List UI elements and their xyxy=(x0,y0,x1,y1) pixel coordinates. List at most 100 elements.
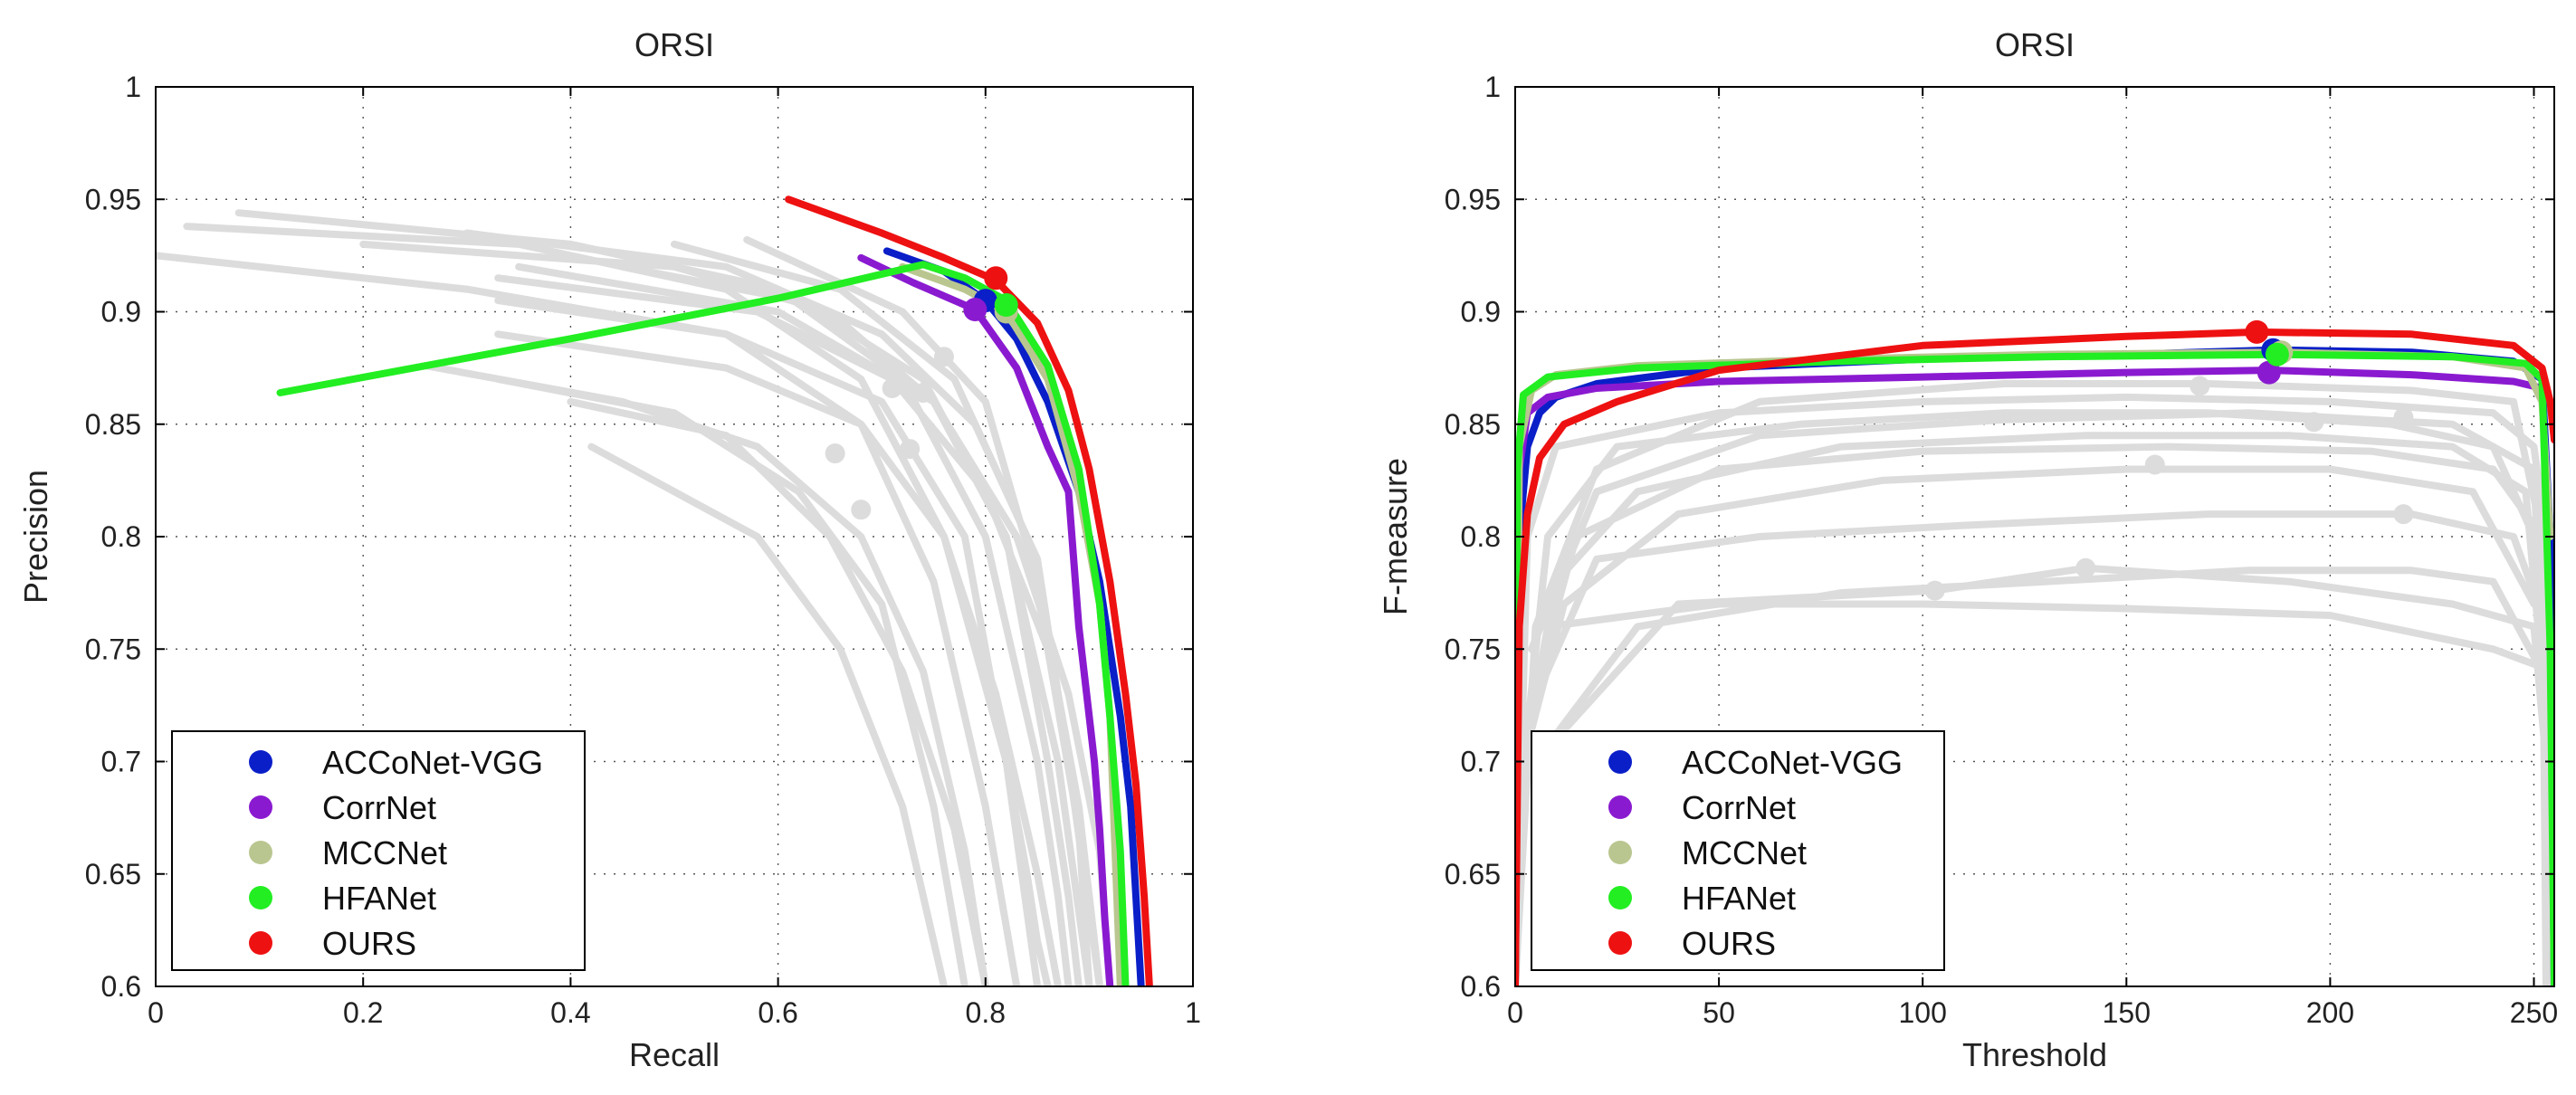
legend: ACCoNet-VGG CorrNet MCCNet HFANet OURS xyxy=(171,730,586,971)
legend-box xyxy=(171,730,586,971)
legend-swatch xyxy=(249,795,272,819)
y-tick-label: 1 xyxy=(125,71,141,103)
x-tick-label: 1 xyxy=(1185,996,1201,1029)
y-tick-label: 0.75 xyxy=(85,633,141,665)
background-marker xyxy=(882,377,902,398)
background-curve xyxy=(1531,567,2546,766)
background-curve xyxy=(1515,409,2538,811)
legend-label: MCCNet xyxy=(322,834,447,871)
background-marker xyxy=(851,500,872,520)
background-marker xyxy=(900,439,921,460)
legend-swatch xyxy=(1608,886,1632,909)
legend-swatch xyxy=(1608,795,1632,819)
background-curve xyxy=(1528,409,2550,766)
y-tick-label: 0.9 xyxy=(1461,296,1501,328)
y-tick-label: 0.8 xyxy=(101,520,141,553)
background-marker xyxy=(2393,407,2414,428)
x-tick-label: 250 xyxy=(2510,996,2558,1029)
legend-swatch xyxy=(1608,931,1632,955)
x-tick-label: 50 xyxy=(1703,996,1735,1029)
x-axis-label: Recall xyxy=(629,1036,720,1073)
background-marker xyxy=(2075,557,2096,578)
legend-label: OURS xyxy=(1682,925,1776,962)
legend-label: ACCoNet-VGG xyxy=(1682,744,1903,781)
background-curve xyxy=(671,240,1103,986)
legend-label: CorrNet xyxy=(322,789,436,826)
series-line-hfanet xyxy=(276,261,1130,986)
series-marker-hfanet xyxy=(994,293,1018,318)
y-tick-label: 0.85 xyxy=(85,408,141,441)
legend-label: MCCNet xyxy=(1682,834,1807,871)
y-tick-label: 0.6 xyxy=(1461,970,1501,1003)
legend-label: HFANet xyxy=(1682,880,1796,917)
chart-panel-1: 0 0.2 0.4 0.6 0.8 1 0.6 0.65 0.7 0.75 0.8 0.85 0.9 0.… xyxy=(17,26,1201,1073)
x-tick-label: 0.6 xyxy=(758,996,797,1029)
background-curve xyxy=(743,236,1103,986)
legend: ACCoNet-VGG CorrNet MCCNet HFANet OURS xyxy=(1531,730,1945,971)
background-marker xyxy=(2190,376,2210,396)
y-tick-label: 1 xyxy=(1484,71,1501,103)
background-marker xyxy=(825,443,845,464)
x-axis-label: Threshold xyxy=(1962,1036,2107,1073)
series-marker-corrnet xyxy=(2256,360,2281,385)
legend-swatch xyxy=(249,750,272,774)
y-tick-label: 0.95 xyxy=(1445,183,1501,215)
series-line-ours xyxy=(785,195,1153,986)
y-tick-label: 0.7 xyxy=(101,746,141,778)
y-tick-label: 0.7 xyxy=(1461,746,1501,778)
series-line-ours xyxy=(1515,328,2554,986)
legend-label: CorrNet xyxy=(1682,789,1796,826)
background-curve xyxy=(494,297,1042,986)
background-curve xyxy=(494,376,968,986)
series-marker-hfanet xyxy=(2265,342,2289,367)
legend-label: ACCoNet-VGG xyxy=(322,744,543,781)
chart-title: ORSI xyxy=(1995,26,2075,63)
y-tick-label: 0.9 xyxy=(101,296,141,328)
background-curve xyxy=(618,262,1093,986)
series-marker-ours xyxy=(2245,319,2269,344)
chart-title: ORSI xyxy=(634,26,714,63)
y-tick-label: 0.6 xyxy=(101,970,141,1003)
legend-label: OURS xyxy=(322,925,416,962)
y-tick-label: 0.65 xyxy=(85,858,141,890)
legend-swatch xyxy=(249,886,272,909)
background-curve xyxy=(1523,443,2554,986)
y-tick-label: 0.8 xyxy=(1461,520,1501,553)
y-axis-label: Precision xyxy=(17,470,54,604)
plot-area xyxy=(156,195,1153,986)
y-tick-label: 0.65 xyxy=(1445,858,1501,890)
legend-box xyxy=(1531,730,1945,971)
series-marker-corrnet xyxy=(963,298,987,322)
background-marker xyxy=(2393,504,2414,525)
background-curve xyxy=(1523,510,2550,720)
background-marker xyxy=(1924,580,1945,601)
x-tick-label: 150 xyxy=(2103,996,2151,1029)
legend-swatch xyxy=(1608,750,1632,774)
y-axis-label: F-measure xyxy=(1377,458,1414,615)
y-tick-label: 0.75 xyxy=(1445,633,1501,665)
x-tick-label: 200 xyxy=(2306,996,2354,1029)
legend-swatch xyxy=(249,841,272,864)
background-curve xyxy=(494,330,1062,986)
x-tick-label: 100 xyxy=(1899,996,1947,1029)
plot-area xyxy=(1515,319,2554,986)
background-marker xyxy=(2144,454,2165,475)
x-tick-label: 0 xyxy=(148,996,164,1029)
x-tick-label: 0.2 xyxy=(343,996,383,1029)
background-marker xyxy=(933,347,954,367)
background-curve xyxy=(1544,600,2554,676)
series-marker-ours xyxy=(984,266,1008,290)
background-curve xyxy=(587,443,948,986)
background-curve xyxy=(567,397,989,986)
x-tick-label: 0.4 xyxy=(550,996,590,1029)
y-tick-label: 0.85 xyxy=(1445,408,1501,441)
legend-label: HFANet xyxy=(322,880,436,917)
chart-panel-2: 0 50 100 150 200 250 0.6 0.65 0.7 0.75 0.8 0.85 0.9 0… xyxy=(1377,26,2558,1073)
x-tick-label: 0 xyxy=(1507,996,1523,1029)
background-marker xyxy=(913,382,934,403)
y-tick-label: 0.95 xyxy=(85,183,141,215)
x-tick-label: 0.8 xyxy=(966,996,1006,1029)
legend-swatch xyxy=(1608,841,1632,864)
background-marker xyxy=(2304,412,2324,433)
